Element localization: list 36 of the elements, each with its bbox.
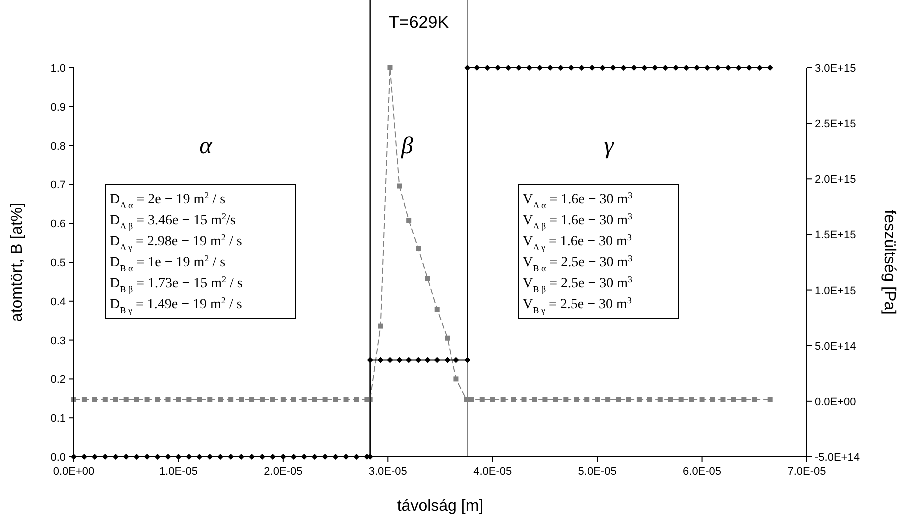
y-tick-label: 0.4 <box>50 296 66 308</box>
y2-tick-label: -5.0E+14 <box>815 452 860 464</box>
annotation: α <box>200 134 213 160</box>
y-tick-label: 0.5 <box>50 258 66 270</box>
y-tick-label: 0.6 <box>50 218 66 231</box>
y-tick-label: 0.3 <box>50 335 66 348</box>
annotation: β <box>400 134 414 160</box>
x-tick-label: 2.0E-05 <box>264 466 303 478</box>
y-tick-label: 0.8 <box>50 140 66 153</box>
y2-tick-label: 2.0E+15 <box>815 174 856 186</box>
y2-tick-label: 0.0E+00 <box>815 396 856 408</box>
x-tick-label: 5.0E-05 <box>578 466 617 478</box>
y-tick-label: 0.7 <box>50 180 66 192</box>
y-tick-label: 1.0 <box>50 63 66 75</box>
x-tick-label: 4.0E-05 <box>474 466 512 478</box>
y-tick-label: 0.9 <box>50 102 66 114</box>
y-tick-label: 0.1 <box>50 413 66 426</box>
y-tick-label: 0.0 <box>50 452 66 464</box>
y2-tick-label: 1.5E+15 <box>815 230 856 242</box>
y-axis-title: atomtört, B [at%] <box>9 202 26 322</box>
x-tick-label: 6.0E-05 <box>683 466 722 478</box>
x-tick-label: 1.0E-05 <box>159 466 198 478</box>
y2-axis-title: feszültség [Pa] <box>881 210 898 315</box>
x-tick-label: 0.0E+00 <box>53 466 95 478</box>
x-tick-label: 3.0E-05 <box>368 466 408 478</box>
y-tick-label: 0.2 <box>50 374 66 386</box>
y2-tick-label: 2.5E+15 <box>815 118 856 131</box>
y2-tick-label: 1.0E+15 <box>815 285 856 298</box>
x-axis-title: távolság [m] <box>397 498 484 515</box>
chart-title: T=629K <box>389 13 450 32</box>
y2-tick-label: 3.0E+15 <box>815 63 856 75</box>
formula-box: V$_{A α}$ = 1.6e − 30 m$^{3}$ V$_{A β}$ = 1.6e − 30 m$^{3}$ V$_{A γ}$ = 1.6e − 30 m$^{3}$ V$_{B α}$ = 2.5e − 30 m$^{3}$ V$_{B β}$ = 2.5e − 30 m$^{3}$ V$_{B γ}$ = 2.5e − 30 m$^{3}$ <box>518 184 680 320</box>
y2-tick-label: 5.0E+14 <box>815 340 856 353</box>
x-tick-label: 7.0E-05 <box>788 466 826 478</box>
formula-box: D$_{A α}$ = 2e − 19 m$^{2}$ / s D$_{A β}$ = 3.46e − 15 m$^{2}$/s D$_{A γ}$ = 2.98e − 19 m$^{2}$ / s D$_{B α}$ = 1e − 19 m$^{2}$ / s D$_{B β}$ = 1.73e − 15 m$^{2}$ / s D$_{B γ}$ = 1.49e − 19 m$^{2}$ / s <box>106 184 296 320</box>
annotation: γ <box>604 134 614 160</box>
